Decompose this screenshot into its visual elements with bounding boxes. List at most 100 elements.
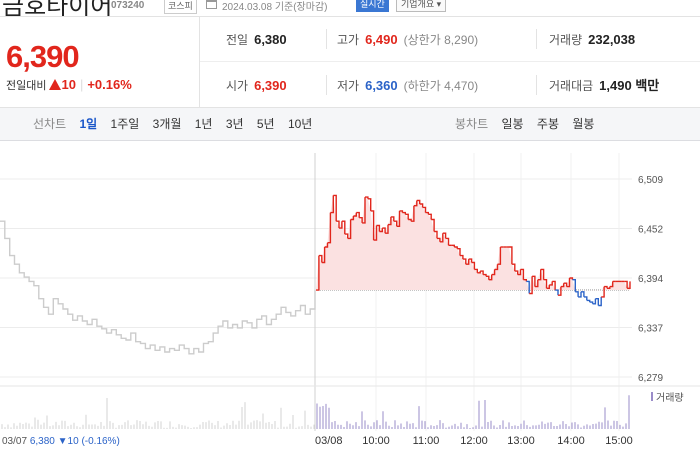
- line-chart-tabs: 선차트 1일 1주일 3개월 1년 3년 5년 10년: [33, 108, 322, 141]
- today-segment: [474, 268, 478, 273]
- today-segment: [511, 263, 516, 272]
- today-segment: [552, 280, 556, 291]
- today-segment: [532, 275, 536, 287]
- y-tick-label: 6,394: [638, 274, 663, 285]
- chart-canvas: 6,509 6,452 6,394 6,337 6,279 03/08 10:00 11:00…: [0, 153, 700, 447]
- today-segment: [589, 301, 594, 304]
- current-price: 6,390: [6, 39, 80, 74]
- today-segment: [324, 242, 329, 248]
- today-segment: [379, 228, 383, 233]
- open-price: 시가 6,390: [226, 78, 287, 93]
- tab-10y[interactable]: 10년: [287, 117, 313, 131]
- change-amount: 10: [61, 77, 76, 92]
- today-segment: [376, 224, 381, 232]
- today-fill: [316, 195, 630, 291]
- today-segment: [393, 220, 398, 227]
- today-segment: [353, 212, 357, 217]
- tab-monthly[interactable]: 월봉: [572, 117, 595, 131]
- today-segment: [419, 203, 424, 208]
- today-segment: [416, 199, 421, 204]
- today-segment: [526, 280, 530, 294]
- x-tick-label: 12:00: [460, 435, 488, 447]
- line-chart-label: 선차트: [33, 117, 67, 131]
- today-segment: [388, 216, 392, 226]
- today-segment: [465, 259, 470, 265]
- today-segment: [370, 210, 375, 241]
- today-segment: [486, 275, 490, 280]
- today-segment: [333, 194, 337, 222]
- today-segment: [431, 218, 435, 232]
- trade-amount: 거래대금 1,490 백만: [549, 78, 660, 93]
- price-change: 전일대비 10 | +0.16%: [6, 77, 132, 92]
- today-segment: [339, 221, 343, 229]
- today-segment: [598, 296, 602, 307]
- today-segment: [356, 211, 360, 218]
- today-segment: [344, 233, 349, 239]
- price-summary: 6,390 전일대비 10 | +0.16% 전일 6,380 고가 6,490 (상한가 …: [0, 16, 700, 108]
- today-segment: [549, 281, 553, 286]
- quote-grid: 전일 6,380 고가 6,490 (상한가 8,290) 거래량 232,038 시가…: [200, 17, 700, 108]
- today-segment: [529, 276, 533, 295]
- today-segment: [382, 227, 386, 234]
- y-tick-label: 6,452: [638, 225, 663, 236]
- day-high: 고가 6,490 (상한가 8,290): [337, 32, 479, 47]
- today-segment: [563, 282, 568, 287]
- tab-daily[interactable]: 일봉: [501, 117, 524, 131]
- change-percent: +0.16%: [87, 77, 132, 92]
- today-segment: [405, 213, 409, 220]
- today-segment: [627, 281, 631, 289]
- today-segment: [624, 280, 628, 289]
- prev-day-line: [0, 220, 316, 355]
- today-segment: [321, 247, 326, 264]
- intraday-chart[interactable]: 6,509 6,452 6,394 6,337 6,279 03/08 10:00 11:00…: [0, 141, 700, 450]
- chart-tabs: 선차트 1일 1주일 3개월 1년 3년 5년 10년 봉차트 일봉 주봉 월봉: [0, 108, 700, 141]
- today-segment: [471, 261, 476, 270]
- x-tick-label: 14:00: [557, 435, 585, 447]
- today-segment: [543, 279, 548, 289]
- calendar-icon: [206, 0, 217, 9]
- up-arrow-icon: [49, 79, 62, 90]
- today-segment: [468, 258, 473, 263]
- today-segment: [488, 274, 493, 281]
- today-segment: [385, 224, 389, 234]
- today-segment: [439, 233, 444, 243]
- y-tick-label: 6,279: [638, 373, 663, 384]
- volume-legend-swatch: [651, 392, 653, 401]
- today-segment: [534, 279, 539, 288]
- x-tick-label: 10:00: [362, 435, 390, 447]
- realtime-button[interactable]: 실시간: [356, 0, 389, 12]
- today-segment: [583, 296, 588, 301]
- today-segment: [434, 230, 438, 239]
- y-tick-label: 6,509: [638, 175, 663, 186]
- today-segment: [318, 254, 323, 263]
- today-segment: [462, 258, 467, 265]
- today-segment: [442, 232, 447, 239]
- volume: 거래량 232,038: [549, 32, 636, 47]
- candle-chart-label: 봉차트: [455, 117, 489, 131]
- market-badge: 코스피: [164, 0, 197, 14]
- today-segment: [575, 291, 579, 297]
- corp-info-dropdown[interactable]: 기업개요 ▾: [396, 0, 447, 12]
- tab-3m[interactable]: 3개월: [152, 117, 182, 131]
- tab-1d[interactable]: 1일: [79, 117, 98, 131]
- today-segment: [350, 216, 355, 221]
- candle-chart-tabs: 봉차트 일봉 주봉 월봉: [455, 108, 604, 141]
- today-segment: [494, 264, 499, 271]
- tab-3y[interactable]: 3년: [225, 117, 244, 131]
- x-tick-label: 11:00: [413, 435, 440, 447]
- stock-header: 금호타이어 073240 코스피 2024.03.08 기준(장마감) 실시간 …: [0, 0, 700, 16]
- today-segment: [592, 298, 597, 305]
- today-segment: [359, 217, 363, 223]
- today-segment: [555, 289, 559, 296]
- today-segment: [560, 283, 565, 288]
- today-segment: [413, 200, 418, 207]
- tab-weekly[interactable]: 주봉: [536, 117, 559, 131]
- tab-5y[interactable]: 5년: [256, 117, 275, 131]
- today-segment: [537, 269, 542, 281]
- volume-legend: 거래량: [656, 392, 684, 404]
- tab-1y[interactable]: 1년: [194, 117, 213, 131]
- tab-1w[interactable]: 1주일: [110, 117, 140, 131]
- today-segment: [586, 299, 591, 303]
- stock-name: 금호타이어: [2, 0, 113, 16]
- x-tick-label: 13:00: [507, 435, 535, 447]
